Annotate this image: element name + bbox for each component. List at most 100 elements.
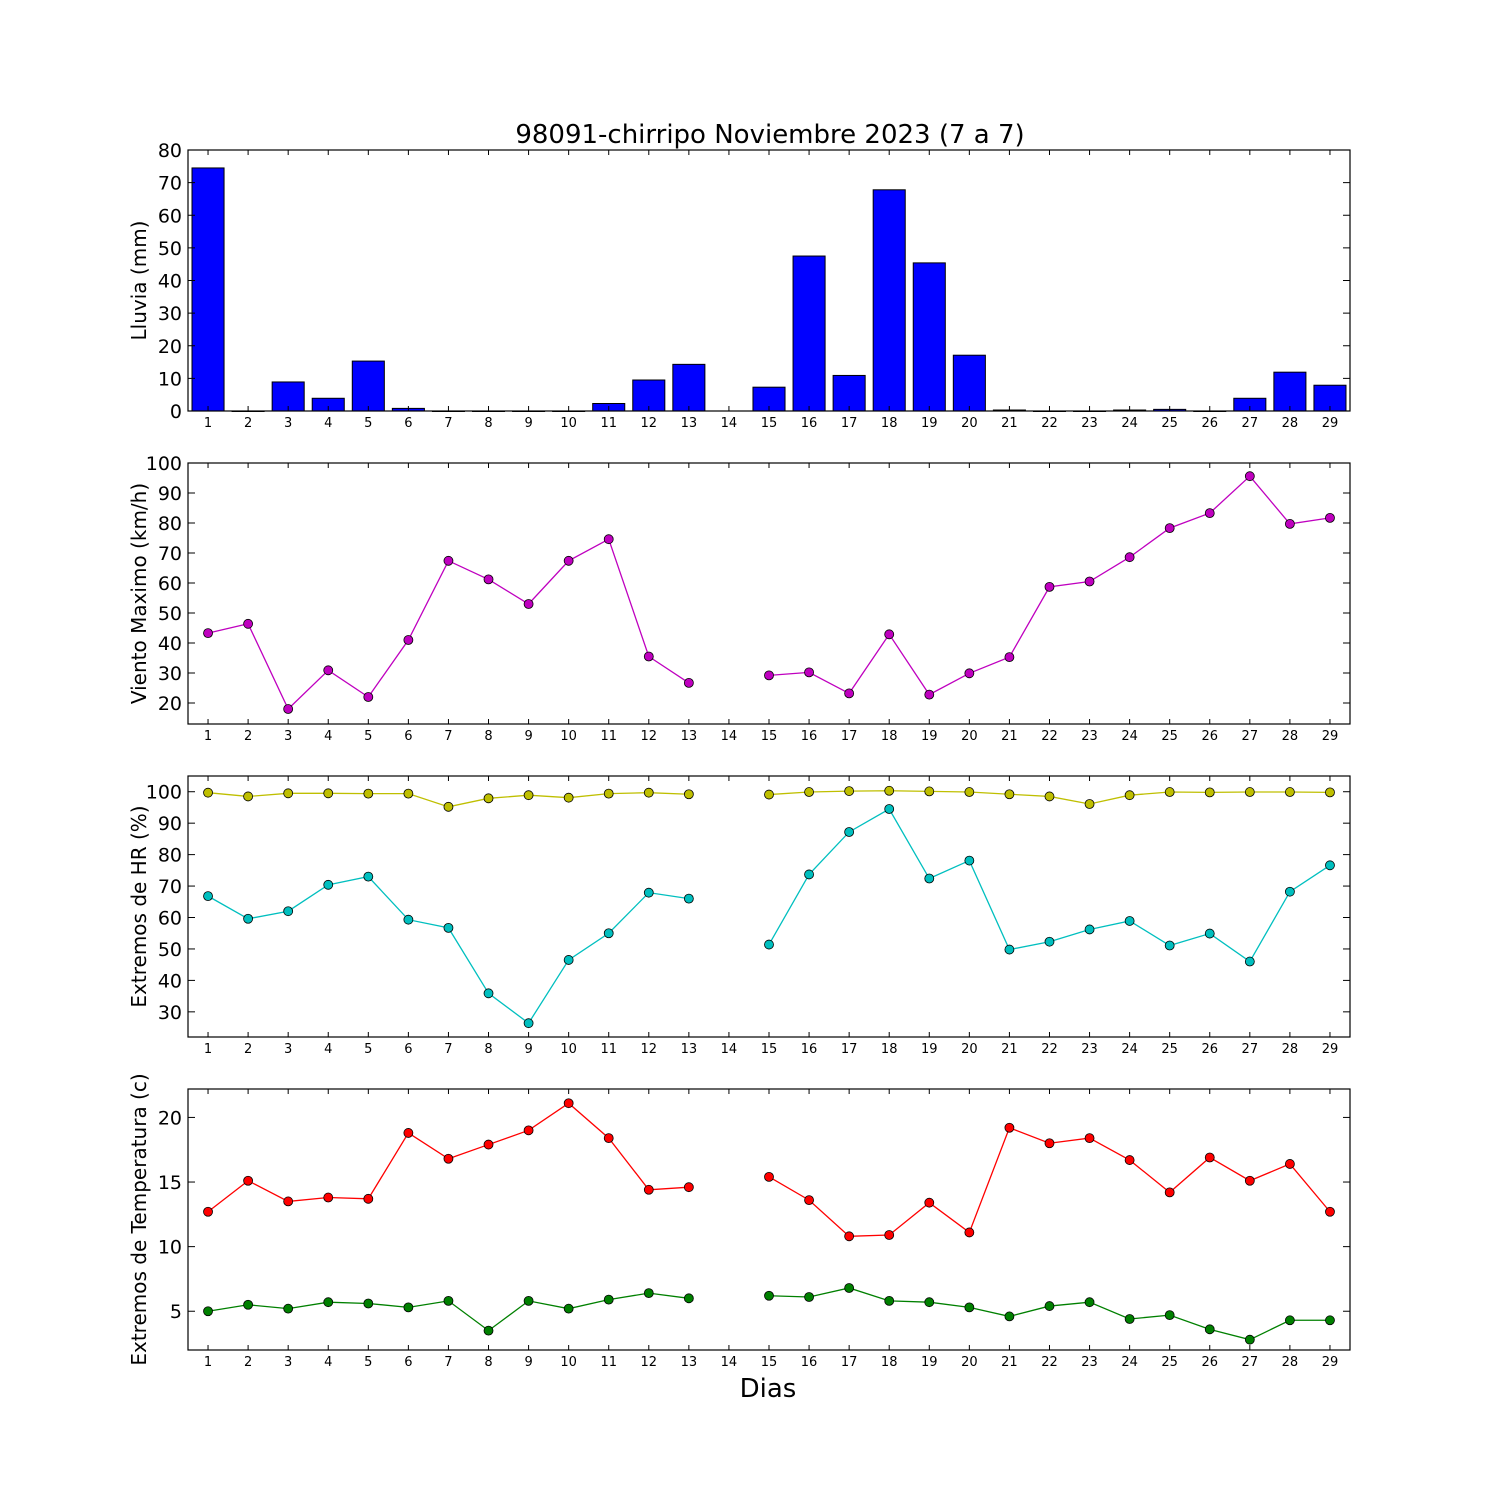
series-1-point-day-21 [1004, 789, 1015, 800]
x-tick-label: 10 [560, 416, 577, 431]
x-tick-label: 15 [761, 416, 778, 431]
series-1-point-day-18 [884, 629, 895, 640]
x-tick-label: 4 [324, 1042, 332, 1057]
series-2-point-day-6 [403, 914, 414, 925]
series-2-point-day-19 [924, 1297, 935, 1308]
x-tick-label: 13 [681, 1355, 698, 1370]
x-tick-label: 14 [721, 729, 738, 744]
x-tick-label: 20 [961, 416, 978, 431]
series-2-point-day-17 [844, 1283, 855, 1293]
series-2-point-day-2 [243, 913, 254, 924]
bar-day-5 [351, 360, 385, 412]
bar-day-17 [832, 374, 866, 412]
series-1-point-day-2 [243, 1175, 254, 1186]
series-1-point-day-4 [323, 788, 334, 799]
y-tick-label: 90 [158, 813, 182, 835]
plot-frame [187, 775, 1351, 1038]
x-tick-label: 23 [1081, 1355, 1098, 1370]
series-1-point-day-22 [1044, 1138, 1055, 1149]
series-1-point-day-19 [924, 1197, 935, 1208]
series-1-point-day-21 [1004, 652, 1015, 662]
x-tick-label: 8 [484, 416, 492, 431]
series-2-point-day-1 [203, 1306, 213, 1317]
x-tick-label: 6 [404, 1042, 412, 1057]
x-tick-label: 11 [600, 729, 617, 744]
x-tick-label: 29 [1322, 416, 1339, 431]
series-2-point-day-10 [563, 1303, 574, 1314]
series-2-point-day-24 [1124, 916, 1135, 926]
x-tick-label: 17 [841, 729, 858, 744]
x-tick-label: 23 [1081, 1042, 1098, 1057]
series-1-point-day-20 [964, 1227, 975, 1238]
x-tick-label: 14 [721, 1042, 738, 1057]
series-2-point-day-13 [683, 1293, 694, 1304]
series-2-point-day-11 [603, 928, 614, 939]
x-tick-label: 19 [921, 416, 938, 431]
x-tick-label: 20 [961, 729, 978, 744]
panel-1: 1 2 3 4 5 6 7 8 9 10 11 12 13 14 15 16 17 18 19 20 21 22 23 24 2… [127, 140, 1351, 431]
series-1-point-day-7 [443, 555, 454, 566]
x-tick-label: 23 [1081, 416, 1098, 431]
series-2-point-day-28 [1284, 886, 1295, 897]
series-1-point-day-27 [1244, 787, 1255, 797]
x-tick-label: 3 [284, 729, 292, 744]
series-1-point-day-17 [844, 1231, 855, 1242]
series-1-point-day-29 [1325, 787, 1335, 798]
x-tick-label: 20 [961, 1042, 978, 1057]
series-1-point-day-25 [1164, 787, 1175, 797]
y-tick-label: 50 [158, 238, 182, 260]
x-tick-label: 13 [681, 1042, 698, 1057]
x-tick-label: 19 [921, 1042, 938, 1057]
series-1-point-day-15 [764, 789, 774, 800]
x-tick-label: 15 [761, 1355, 778, 1370]
series-1-point-day-26 [1204, 1152, 1215, 1163]
bar-day-1 [191, 167, 225, 412]
series-2-point-day-25 [1164, 940, 1175, 951]
y-tick-label: 0 [170, 401, 182, 423]
panels: 1 2 3 4 5 6 7 8 9 10 11 12 13 14 15 16 17 18 19 20 21 22 23 24 2… [127, 140, 1351, 1370]
x-tick-label: 3 [284, 416, 292, 431]
series-2-point-day-13 [683, 893, 694, 904]
x-tick-label: 23 [1081, 729, 1098, 744]
x-tick-label: 14 [721, 1355, 738, 1370]
series-1-point-day-2 [243, 618, 254, 629]
bar-day-13 [672, 363, 706, 412]
y-tick-label: 50 [158, 603, 182, 625]
y-tick-label: 100 [146, 453, 182, 475]
series-1-point-day-13 [683, 789, 694, 800]
series-1-point-day-4 [323, 1192, 334, 1203]
series-1-point-day-21 [1004, 1122, 1015, 1133]
series-2-point-day-16 [804, 869, 814, 880]
series-2-point-day-19 [924, 873, 935, 884]
bar-day-3 [271, 381, 305, 412]
x-tick-label: 8 [484, 1042, 492, 1057]
plot-frame [187, 1088, 1351, 1351]
x-tick-label: 6 [404, 729, 412, 744]
x-tick-label: 16 [801, 416, 818, 431]
x-tick-label: 14 [721, 416, 738, 431]
x-tick-label: 27 [1242, 1355, 1259, 1370]
x-tick-label: 15 [761, 729, 778, 744]
x-tick-label: 10 [560, 1042, 577, 1057]
x-tick-label: 9 [524, 1042, 532, 1057]
series-1-point-day-23 [1084, 576, 1095, 587]
x-tick-label: 29 [1322, 1355, 1339, 1370]
x-tick-label: 28 [1282, 729, 1299, 744]
series-1-point-day-8 [483, 1139, 494, 1150]
series-1-point-day-5 [363, 692, 374, 702]
x-axis-label: Dias [740, 1374, 797, 1404]
y-tick-label: 80 [158, 513, 182, 535]
x-tick-label: 19 [921, 729, 938, 744]
x-tick-label: 19 [921, 1355, 938, 1370]
series-2-point-day-23 [1084, 924, 1095, 935]
x-tick-label: 22 [1041, 416, 1058, 431]
y-tick-label: 60 [158, 205, 182, 227]
x-tick-label: 18 [881, 1355, 898, 1370]
y-tick-label: 70 [158, 876, 182, 898]
series-1-point-day-24 [1124, 790, 1135, 801]
series-2-point-day-25 [1164, 1310, 1175, 1321]
y-tick-label: 100 [146, 782, 182, 804]
x-tick-label: 16 [801, 1042, 818, 1057]
series-2-line [207, 875, 689, 1025]
